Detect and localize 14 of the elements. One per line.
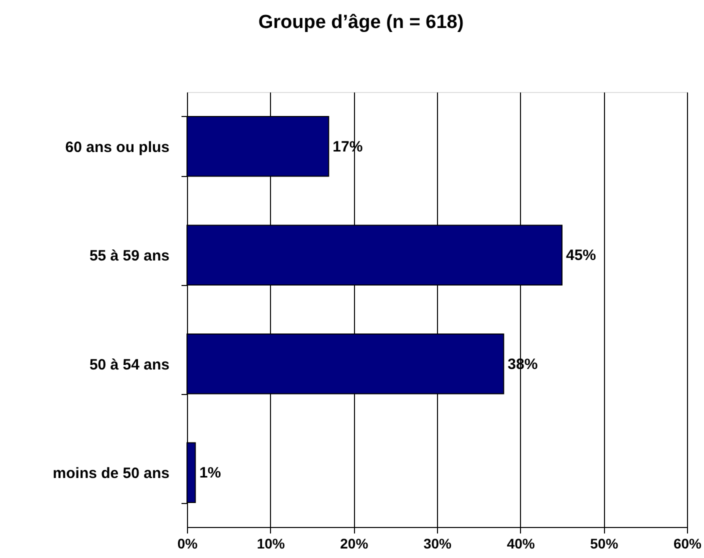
x-tick-label: 40% <box>506 536 536 552</box>
chart-title: Groupe d’âge (n = 618) <box>258 12 464 33</box>
y-tick-label: 50 à 54 ans <box>89 356 170 374</box>
data-label: 1% <box>199 464 222 482</box>
x-tick-label: 50% <box>590 536 619 552</box>
x-tick-label: 20% <box>340 536 369 552</box>
data-label: 45% <box>566 247 596 264</box>
x-tick-label: 0% <box>177 536 198 552</box>
x-tick-label: 60% <box>673 536 702 552</box>
x-tick-label: 30% <box>423 536 452 552</box>
y-tick-label: 60 ans ou plus <box>65 138 170 156</box>
y-tick-label: 55 à 59 ans <box>89 248 170 265</box>
y-tick-label: moins de 50 ans <box>52 465 170 482</box>
x-tick-label: 10% <box>256 536 286 552</box>
